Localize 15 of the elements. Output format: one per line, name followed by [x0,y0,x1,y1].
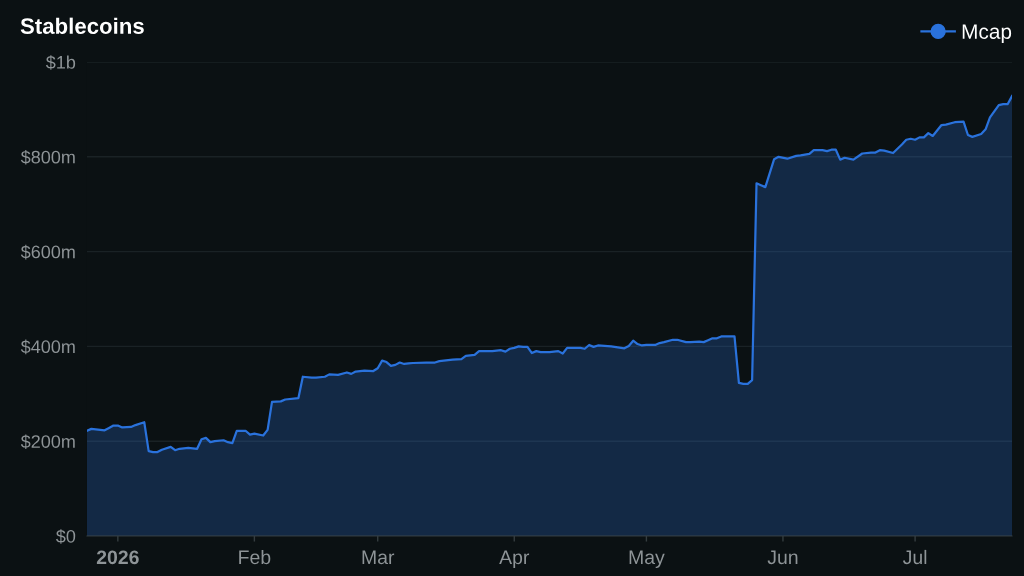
x-tick-label: Apr [499,550,530,569]
y-tick-label: $800m [20,149,75,165]
x-tick-label: May [629,550,665,569]
x-tick-label: 2026 [96,550,139,565]
y-tick-label: $400m [20,339,75,355]
x-tick-label: Mar [362,550,395,565]
y-tick-label: $200m [20,434,75,449]
x-tick-label: Jun [767,550,798,565]
x-tick-label: Jul [902,549,927,565]
y-tick-label: $600m [20,244,75,260]
y-tick-label: $1b [45,55,76,70]
chart-title: Stablecoins [20,17,144,34]
y-tick-label: $0 [56,529,76,544]
x-tick-label: Feb [239,549,271,565]
legend-label: Mcap [962,24,1012,44]
